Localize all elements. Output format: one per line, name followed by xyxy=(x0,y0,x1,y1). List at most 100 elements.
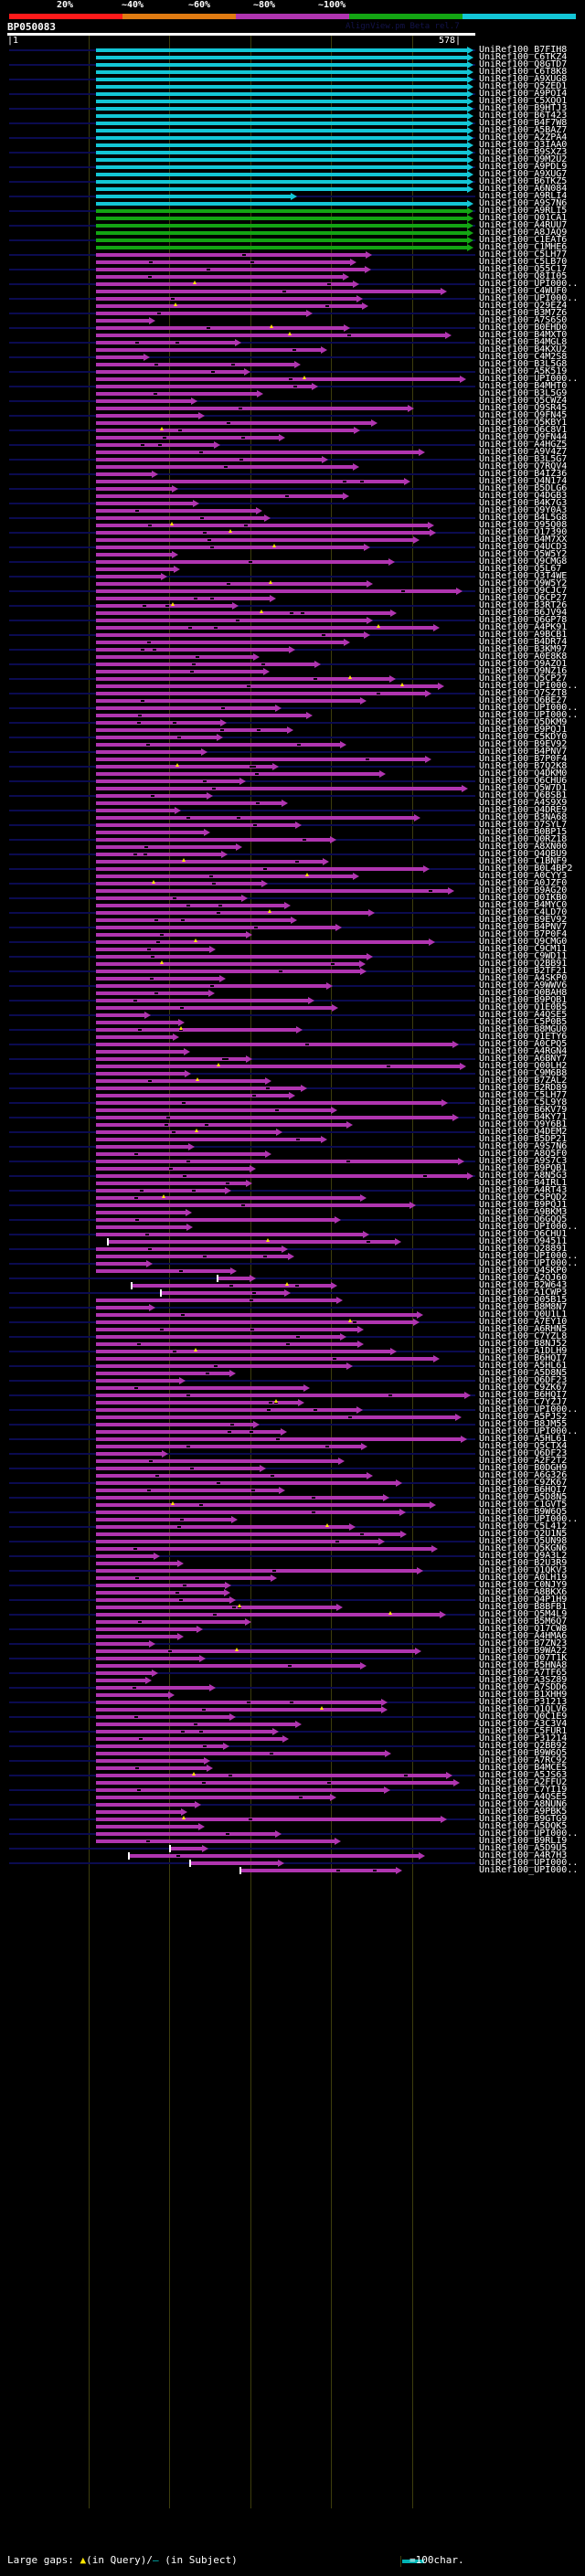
table-row[interactable]: UniRef100_A7SDD6 xyxy=(0,1683,585,1692)
hit-label[interactable]: UniRef100_B0DGH9 xyxy=(479,1463,568,1473)
table-row[interactable]: UniRef100_C5P0B5 xyxy=(0,1018,585,1027)
alignment-bar[interactable] xyxy=(96,173,467,176)
table-row[interactable]: UniRef100_C6T8K8 xyxy=(0,68,585,77)
hit-label[interactable]: UniRef100_A4RUU7 xyxy=(479,220,568,230)
hit-label[interactable]: UniRef100_UPI000.. xyxy=(479,1426,579,1436)
alignment-bar[interactable] xyxy=(96,282,354,286)
table-row[interactable]: UniRef100_UPI000.. xyxy=(0,1866,585,1875)
table-row[interactable]: UniRef100_A5PJS2 xyxy=(0,1413,585,1422)
table-row[interactable]: UniRef100_UPI000.. xyxy=(0,704,585,713)
hit-label[interactable]: UniRef100_Q9SR45 xyxy=(479,403,568,413)
hit-label[interactable]: UniRef100_Q9FN44 xyxy=(479,432,568,442)
hit-label[interactable]: UniRef100_Q4N174 xyxy=(479,476,568,486)
hit-label[interactable]: UniRef100_UPI000.. xyxy=(479,1858,579,1868)
table-row[interactable]: UniRef100_B6HQI7 xyxy=(0,1486,585,1495)
alignment-bar[interactable] xyxy=(96,122,467,125)
alignment-bar[interactable] xyxy=(96,1269,231,1273)
alignment-bar[interactable] xyxy=(96,1174,467,1178)
hit-label[interactable]: UniRef100_Q5ZED1 xyxy=(479,81,568,91)
alignment-bar[interactable] xyxy=(96,1108,332,1112)
hit-label[interactable]: UniRef100_Q7RQV4 xyxy=(479,461,568,472)
table-row[interactable]: UniRef100_C5XQO1 xyxy=(0,97,585,106)
hit-label[interactable]: UniRef100_B4K7G3 xyxy=(479,498,568,508)
hit-label[interactable]: UniRef100_Q6DF23 xyxy=(479,1375,568,1385)
alignment-bar[interactable] xyxy=(96,1145,188,1149)
alignment-bar[interactable] xyxy=(96,1430,281,1434)
hit-label[interactable]: UniRef100_B7P0F4 xyxy=(479,929,568,939)
alignment-bar[interactable] xyxy=(96,772,380,776)
hit-label[interactable]: UniRef100_B3RT26 xyxy=(479,600,568,610)
table-row[interactable]: UniRef100_Q55C17 xyxy=(0,265,585,274)
alignment-bar[interactable] xyxy=(96,1160,459,1163)
hit-label[interactable]: UniRef100_C5L412 xyxy=(479,1521,568,1532)
hit-label[interactable]: UniRef100_Q9Y0A3 xyxy=(479,505,568,515)
hit-label[interactable]: UniRef100_A4S9X9 xyxy=(479,798,568,808)
table-row[interactable]: UniRef100_C7YZL8 xyxy=(0,1332,585,1341)
hit-label[interactable]: UniRef100_B4IRL1 xyxy=(479,1178,568,1188)
table-row[interactable]: UniRef100_C1EAT6 xyxy=(0,236,585,245)
hit-label[interactable]: UniRef100_A6RHN5 xyxy=(479,1324,568,1334)
table-row[interactable]: UniRef100_Q9M2U2 xyxy=(0,155,585,164)
alignment-bar[interactable] xyxy=(96,363,294,366)
hit-label[interactable]: UniRef100_B4PNV7 xyxy=(479,922,568,932)
hit-label[interactable]: UniRef100_Q4QBU9 xyxy=(479,849,568,859)
hit-label[interactable]: UniRef100_B4DR74 xyxy=(479,637,568,647)
hit-label[interactable]: UniRef100_A0E8K8 xyxy=(479,652,568,662)
alignment-bar[interactable] xyxy=(96,217,467,220)
table-row[interactable]: UniRef100_A7RC92 xyxy=(0,1756,585,1765)
table-row[interactable]: UniRef100_B9EV92 xyxy=(0,740,585,749)
hit-label[interactable]: UniRef100_B4MGL8 xyxy=(479,337,568,347)
alignment-bar[interactable] xyxy=(96,1203,410,1207)
table-row[interactable]: UniRef100_Q3IAA0 xyxy=(0,141,585,150)
hit-label[interactable]: UniRef100_Q4SKP0 xyxy=(479,1266,568,1276)
alignment-bar[interactable] xyxy=(96,1701,382,1704)
table-row[interactable]: UniRef100_C5FUR1 xyxy=(0,1727,585,1736)
alignment-bar[interactable] xyxy=(96,487,172,491)
hit-label[interactable]: UniRef100_A9RLI5 xyxy=(479,206,568,216)
table-row[interactable]: UniRef100_B7P0F4 xyxy=(0,929,585,939)
alignment-bar[interactable] xyxy=(161,1291,284,1295)
alignment-bar[interactable] xyxy=(96,1350,390,1353)
alignment-bar[interactable] xyxy=(96,1233,363,1236)
alignment-bar[interactable] xyxy=(96,1744,223,1748)
hit-label[interactable]: UniRef100_Q8GTD7 xyxy=(479,59,568,69)
hit-label[interactable]: UniRef100_A5K519 xyxy=(479,366,568,376)
table-row[interactable]: UniRef100_UPI000.. xyxy=(0,1252,585,1261)
hit-label[interactable]: UniRef100_A2FFU2 xyxy=(479,1777,568,1787)
hit-label[interactable]: UniRef100_B9PQB1 xyxy=(479,995,568,1005)
hit-label[interactable]: UniRef100_A4RT43 xyxy=(479,1185,568,1195)
hit-label[interactable]: UniRef100_C9ZK67 xyxy=(479,1478,568,1488)
table-row[interactable]: UniRef100_UPI000.. xyxy=(0,375,585,384)
hit-label[interactable]: UniRef100_B8BFB1 xyxy=(479,1602,568,1612)
hit-label[interactable]: UniRef100_A5D8N5 xyxy=(479,1492,568,1502)
alignment-bar[interactable] xyxy=(96,838,331,842)
hit-label[interactable]: UniRef100_B2U3R9 xyxy=(479,1558,568,1568)
alignment-bar[interactable] xyxy=(96,1467,261,1470)
table-row[interactable]: UniRef100_Q0RZ18 xyxy=(0,835,585,844)
alignment-bar[interactable] xyxy=(96,575,162,578)
alignment-bar[interactable] xyxy=(96,114,467,118)
alignment-bar[interactable] xyxy=(96,253,366,257)
table-row[interactable]: UniRef100_Q2BB92 xyxy=(0,1742,585,1751)
table-row[interactable]: UniRef100_B9WA22 xyxy=(0,1647,585,1656)
table-row[interactable]: UniRef100_B6HQI7 xyxy=(0,1354,585,1363)
table-row[interactable]: UniRef100_Q6GP78 xyxy=(0,616,585,625)
hit-label[interactable]: UniRef100_Q9AZO1 xyxy=(479,659,568,669)
hit-label[interactable]: UniRef100_Q07T1K xyxy=(479,1653,568,1663)
table-row[interactable]: UniRef100_A3SZ89 xyxy=(0,1676,585,1685)
table-row[interactable]: UniRef100_UPI000.. xyxy=(0,711,585,720)
alignment-bar[interactable] xyxy=(96,567,174,571)
table-row[interactable]: UniRef100_Q1E0B5 xyxy=(0,1003,585,1012)
hit-label[interactable]: UniRef100_C1MHE6 xyxy=(479,242,568,252)
hit-label[interactable]: UniRef100_A8NUN6 xyxy=(479,1799,568,1809)
alignment-bar[interactable] xyxy=(96,706,276,710)
alignment-bar[interactable] xyxy=(96,816,415,820)
hit-label[interactable]: UniRef100_P31214 xyxy=(479,1733,568,1744)
hit-label[interactable]: UniRef100_C1BNF9 xyxy=(479,856,568,866)
hit-label[interactable]: UniRef100_A7EY10 xyxy=(479,1317,568,1327)
hit-label[interactable]: UniRef100_UPI000.. xyxy=(479,293,579,303)
table-row[interactable]: UniRef100_Q8II05 xyxy=(0,272,585,281)
alignment-bar[interactable] xyxy=(96,348,321,352)
table-row[interactable]: UniRef100_A9PBK5 xyxy=(0,1807,585,1817)
table-row[interactable]: UniRef100_A0E8K8 xyxy=(0,652,585,662)
